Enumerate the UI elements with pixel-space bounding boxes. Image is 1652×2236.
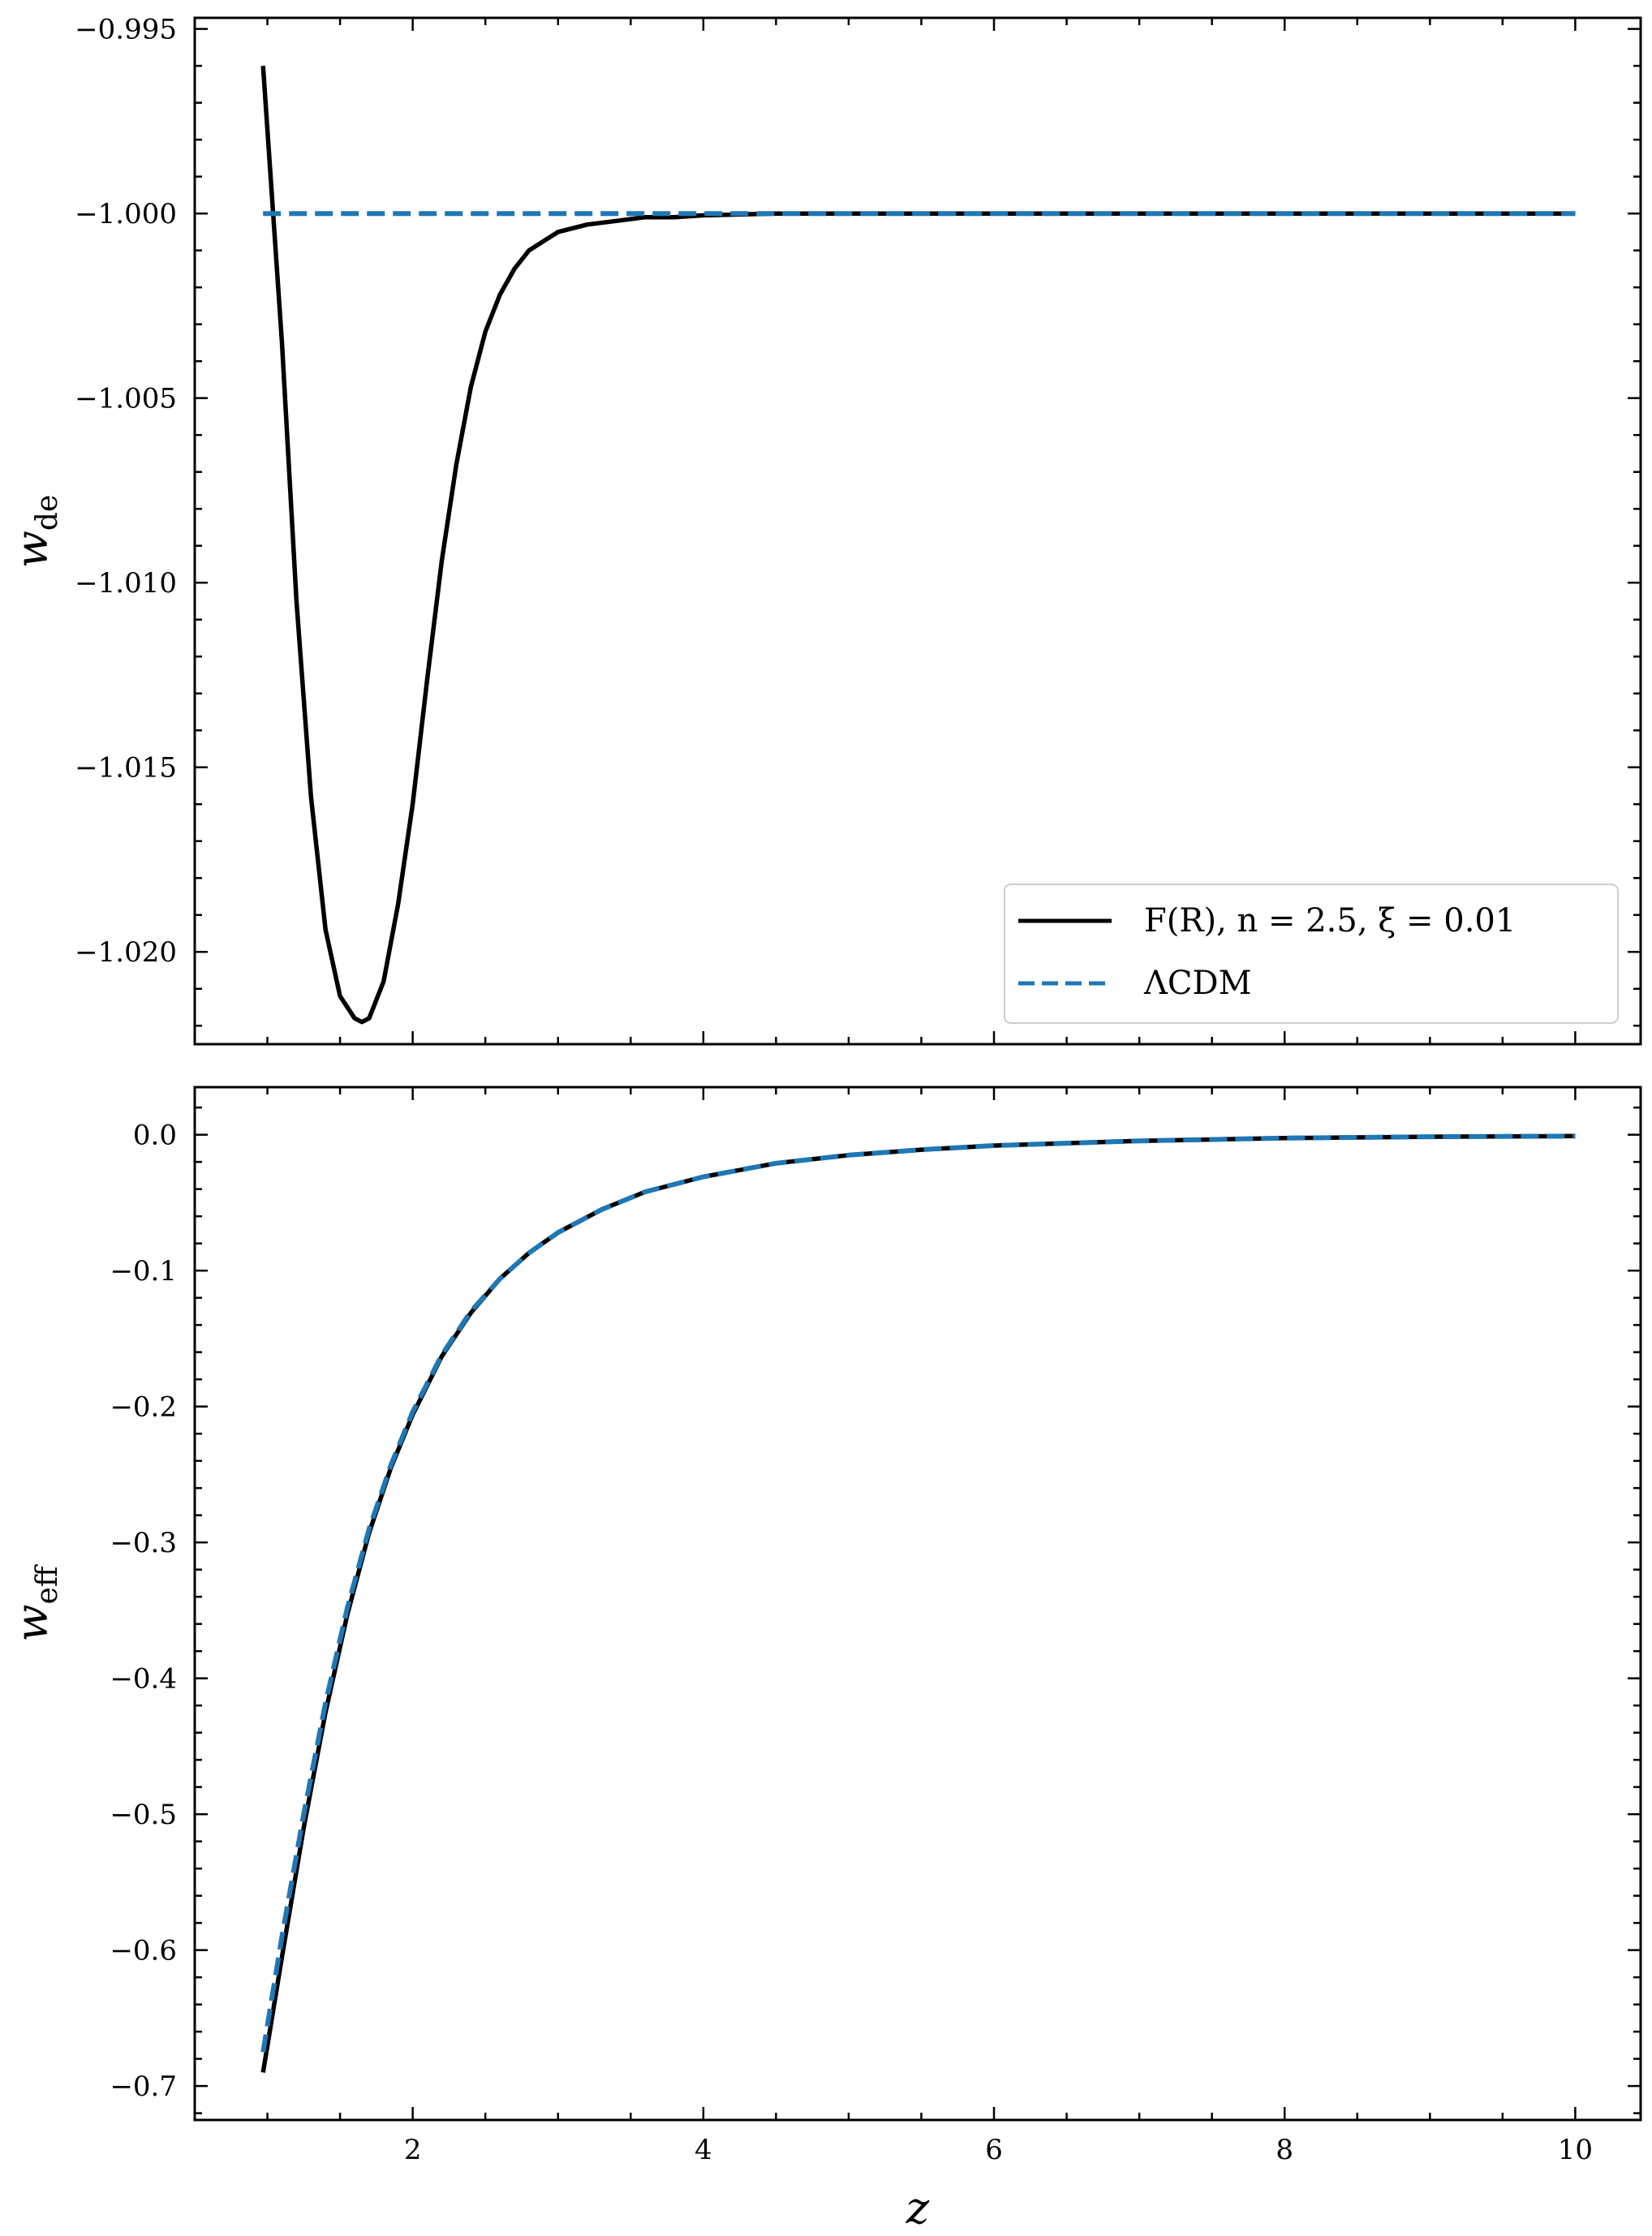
- top-ytick-label: −1.010: [75, 567, 177, 600]
- legend-label-lcdm: ΛCDM: [1143, 965, 1252, 1002]
- top-ticks: −0.995 −1.000 −1.005 −1.010 −1.015 −1.020: [75, 14, 1641, 1044]
- top-panel-wde: −0.995 −1.000 −1.005 −1.010 −1.015 −1.020 wde…: [6, 14, 1642, 1046]
- bottom-xtick-label: 10: [1558, 2134, 1593, 2166]
- top-ylabel-main: w: [6, 531, 58, 568]
- bottom-series-fr-line: [260, 1133, 1576, 2073]
- bottom-series-lcdm-line: [260, 1133, 1576, 2053]
- bottom-ytick-label: −0.2: [110, 1391, 177, 1424]
- top-ylabel-subscript: de: [31, 495, 64, 531]
- bottom-ylabel: weff: [6, 1564, 64, 1642]
- bottom-ytick-label: −0.4: [110, 1663, 177, 1696]
- bottom-xtick-label: 2: [404, 2134, 422, 2166]
- bottom-ylabel-subscript: eff: [31, 1564, 64, 1604]
- bottom-xtick-label: 4: [695, 2134, 712, 2166]
- top-series-lines: [260, 66, 1576, 1025]
- bottom-ytick-label: −0.5: [110, 1799, 177, 1831]
- bottom-xlabel: z: [906, 2182, 930, 2234]
- top-ytick-label: −1.015: [75, 752, 177, 785]
- bottom-series-lines: [260, 1133, 1576, 2073]
- bottom-ytick-label: −0.7: [110, 2070, 177, 2103]
- bottom-ytick-label: −0.1: [110, 1255, 177, 1288]
- bottom-plot-frame: [193, 1086, 1642, 2122]
- legend-box: [1004, 884, 1619, 1024]
- bottom-ytick-label: 0.0: [133, 1120, 177, 1152]
- bottom-ticks: 2 4 6 8 10 0.0 −0.1 −0.2 −0.3 −0.4 −0.5 −0.6 −0.7: [110, 1087, 1641, 2166]
- bottom-xtick-label: 6: [985, 2134, 1003, 2166]
- top-ytick-label: −1.020: [75, 936, 177, 969]
- top-ytick-label: −1.005: [75, 383, 177, 415]
- bottom-ylabel-main: w: [6, 1604, 58, 1641]
- top-ytick-label: −1.000: [75, 198, 177, 230]
- bottom-panel-weff: 2 4 6 8 10 0.0 −0.1 −0.2 −0.3 −0.4 −0.5 −0.6 −0.7 we…: [6, 1086, 1642, 2234]
- top-ytick-label: −0.995: [75, 14, 177, 46]
- bottom-ytick-label: −0.3: [110, 1527, 177, 1559]
- bottom-ytick-label: −0.6: [110, 1935, 177, 1967]
- top-plot-frame: [193, 16, 1642, 1046]
- top-ylabel: wde: [6, 495, 64, 569]
- top-series-fr-line: [260, 66, 1576, 1025]
- legend: F(R), n = 2.5, ξ = 0.01 ΛCDM: [1004, 884, 1619, 1024]
- legend-label-fr: F(R), n = 2.5, ξ = 0.01: [1144, 902, 1516, 940]
- bottom-xtick-label: 8: [1276, 2134, 1293, 2166]
